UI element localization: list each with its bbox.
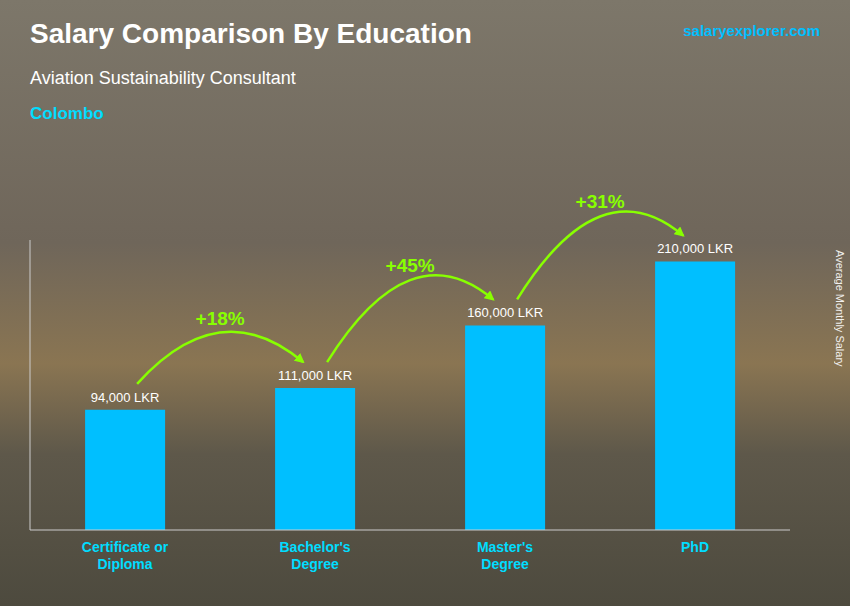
svg-text:Master'sDegree: Master'sDegree [477,539,533,572]
svg-text:Bachelor'sDegree: Bachelor'sDegree [279,539,350,572]
svg-text:160,000 LKR: 160,000 LKR [467,305,543,320]
html-text:Salary Comparison By Education: Salary Comparison By Education [30,18,472,49]
html-text:Colombo: Colombo [30,104,104,123]
svg-text:210,000 LKR: 210,000 LKR [657,241,733,256]
svg-text:+31%: +31% [576,191,625,212]
html-text:Aviation Sustainability Consul: Aviation Sustainability Consultant [30,68,296,88]
svg-text:+45%: +45% [386,255,435,276]
svg-text:111,000 LKR: 111,000 LKR [278,368,352,383]
svg-text:+18%: +18% [196,308,245,329]
html-text:Average Monthly Salary: Average Monthly Salary [834,250,846,367]
svg-text:94,000 LKR: 94,000 LKR [91,390,160,405]
html-text:salaryexplorer.com: salaryexplorer.com [683,22,820,39]
svg-text:Certificate orDiploma: Certificate orDiploma [82,539,169,572]
svg-text:PhD: PhD [681,539,709,555]
